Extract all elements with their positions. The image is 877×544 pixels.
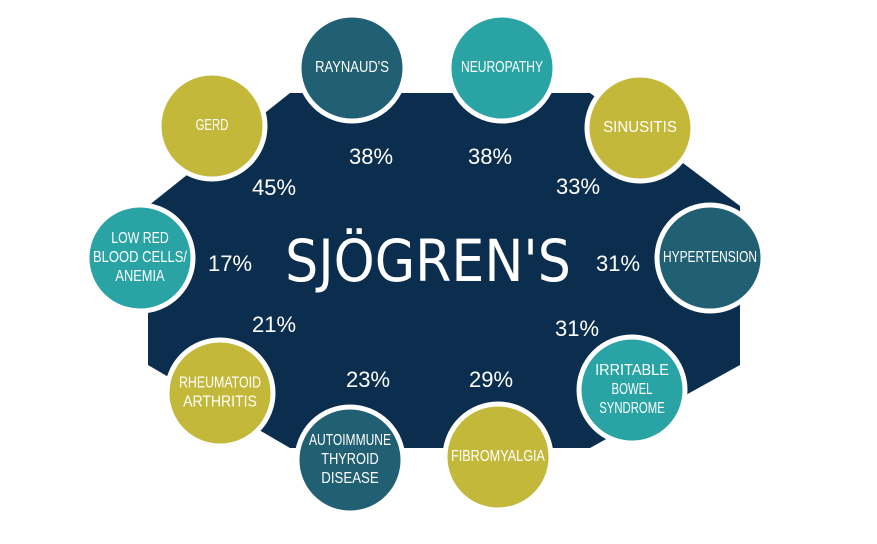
condition-node-fibromyalgia: FIBROMYALGIA (442, 401, 554, 513)
condition-node-thyroid: AUTOIMMUNE THYROID DISEASE (294, 404, 406, 516)
condition-label-thyroid: THYROID (321, 451, 378, 468)
condition-node-gerd: GERD (156, 70, 268, 182)
condition-circle-anemia (84, 202, 196, 314)
condition-label-sinusitis: SINUSITIS (603, 119, 677, 136)
condition-node-hypertension: HYPERTENSION (654, 202, 766, 314)
condition-circle-hypertension (654, 202, 766, 314)
condition-node-ibs: IRRITABLE BOWEL SYNDROME (576, 334, 688, 446)
condition-circle-ibs (576, 334, 688, 446)
condition-label-ibs: IRRITABLE (595, 362, 669, 379)
percent-labels: 38% 38% 33% 31% 31% 29% 23% 21% 17% 45% (208, 144, 640, 392)
condition-label-anemia: BLOOD CELLS/ (93, 249, 187, 266)
condition-node-ra: RHEUMATOID ARTHRITIS (164, 337, 276, 449)
condition-circle-neuropathy (446, 12, 558, 124)
condition-circle-ra (164, 337, 276, 449)
percent-label-hypertension: 31% (596, 251, 640, 276)
condition-label-thyroid: DISEASE (321, 470, 378, 487)
condition-label-ibs: SYNDROME (599, 400, 665, 417)
percent-label-fibromyalgia: 29% (469, 367, 513, 392)
condition-node-neuropathy: NEUROPATHY (446, 12, 558, 124)
condition-circle-raynauds (296, 12, 408, 124)
condition-circle-gerd (156, 70, 268, 182)
condition-label-gerd: GERD (196, 117, 229, 134)
percent-label-thyroid: 23% (346, 367, 390, 392)
condition-label-fibromyalgia: FIBROMYALGIA (451, 448, 545, 465)
percent-label-neuropathy: 38% (468, 144, 512, 169)
condition-label-anemia: ANEMIA (115, 268, 164, 285)
condition-label-anemia: LOW RED (111, 230, 168, 247)
condition-circle-thyroid (294, 404, 406, 516)
condition-circle-sinusitis (584, 72, 696, 184)
condition-node-anemia: LOW RED BLOOD CELLS/ANEMIA (84, 202, 196, 314)
condition-circles: RAYNAUD'S NEUROPATHY SINUSITIS HYPERTENSION… (84, 12, 766, 516)
percent-label-gerd: 45% (252, 175, 296, 200)
condition-label-ra: ARTHRITIS (183, 394, 257, 411)
condition-circle-fibromyalgia (442, 401, 554, 513)
condition-label-neuropathy: NEUROPATHY (461, 59, 543, 76)
percent-label-anemia: 17% (208, 251, 252, 276)
condition-label-raynauds: RAYNAUD'S (315, 59, 389, 76)
percent-label-raynauds: 38% (349, 144, 393, 169)
condition-label-thyroid: AUTOIMMUNE (309, 432, 391, 449)
condition-label-hypertension: HYPERTENSION (663, 249, 757, 266)
condition-node-raynauds: RAYNAUD'S (296, 12, 408, 124)
condition-node-sinusitis: SINUSITIS (584, 72, 696, 184)
percent-label-ra: 21% (252, 312, 296, 337)
percent-label-sinusitis: 33% (556, 174, 600, 199)
condition-label-ra: RHEUMATOID (179, 375, 261, 392)
condition-label-ibs: BOWEL (612, 381, 653, 398)
percent-label-ibs: 31% (555, 316, 599, 341)
center-title: SJÖGREN'S (285, 227, 571, 295)
